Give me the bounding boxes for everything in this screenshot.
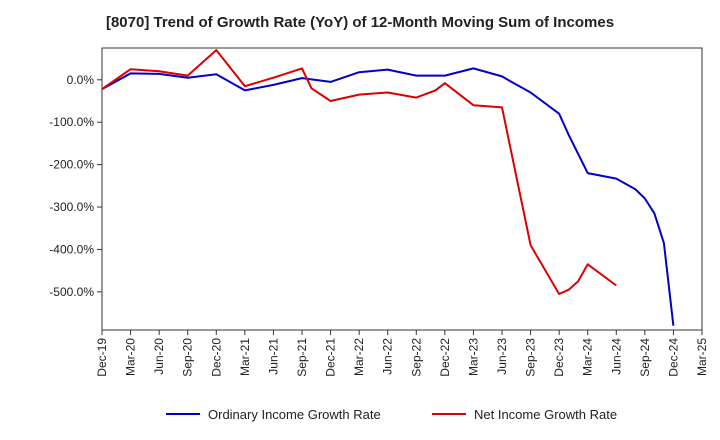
x-tick-label: Mar-25 bbox=[695, 338, 709, 376]
y-tick-label: -200.0% bbox=[49, 158, 94, 172]
x-tick-label: Mar-23 bbox=[466, 338, 480, 376]
x-tick-label: Dec-21 bbox=[324, 338, 338, 377]
x-tick-label: Sep-24 bbox=[638, 338, 652, 377]
x-tick-label: Mar-21 bbox=[238, 338, 252, 376]
chart-title: [8070] Trend of Growth Rate (YoY) of 12-… bbox=[105, 14, 615, 31]
x-tick-label: Jun-22 bbox=[381, 338, 395, 375]
legend-label: Net Income Growth Rate bbox=[474, 407, 617, 422]
axis-layer: 0.0% -100.0% -200.0% -300.0% -400.0% -500.0% D… bbox=[49, 47, 709, 377]
x-tick-label: Mar-22 bbox=[352, 338, 366, 376]
legend-label: Ordinary Income Growth Rate bbox=[208, 407, 381, 422]
x-tick-label: Jun-21 bbox=[266, 338, 280, 375]
x-tick-label: Jun-20 bbox=[152, 338, 166, 375]
legend-layer: Ordinary Income Growth Rate Net Income Gr… bbox=[166, 407, 617, 422]
series-line-net-income bbox=[102, 49, 617, 295]
y-tick-label: -500.0% bbox=[49, 285, 94, 299]
series-line-ordinary-income bbox=[102, 67, 675, 326]
y-tick-label: -100.0% bbox=[49, 115, 94, 129]
x-tick-label: Dec-20 bbox=[209, 338, 223, 377]
x-tick-label: Mar-24 bbox=[581, 338, 595, 376]
y-tick-label: -400.0% bbox=[49, 242, 94, 256]
series-layer bbox=[102, 49, 675, 326]
x-tick-label: Jun-23 bbox=[495, 338, 509, 375]
plot-frame bbox=[101, 47, 703, 331]
x-tick-label: Dec-19 bbox=[95, 338, 109, 377]
x-tick-label: Sep-20 bbox=[181, 338, 195, 377]
x-tick-label: Dec-22 bbox=[438, 338, 452, 377]
y-tick-label: -300.0% bbox=[49, 200, 94, 214]
x-tick-label: Sep-21 bbox=[295, 338, 309, 377]
x-tick-label: Dec-23 bbox=[552, 338, 566, 377]
x-tick-label: Dec-24 bbox=[666, 338, 680, 377]
x-tick-label: Sep-23 bbox=[524, 338, 538, 377]
x-tick-label: Sep-22 bbox=[409, 338, 423, 377]
x-tick-label: Mar-20 bbox=[124, 338, 138, 376]
x-tick-label: Jun-24 bbox=[609, 338, 623, 375]
y-tick-label: 0.0% bbox=[67, 73, 95, 87]
